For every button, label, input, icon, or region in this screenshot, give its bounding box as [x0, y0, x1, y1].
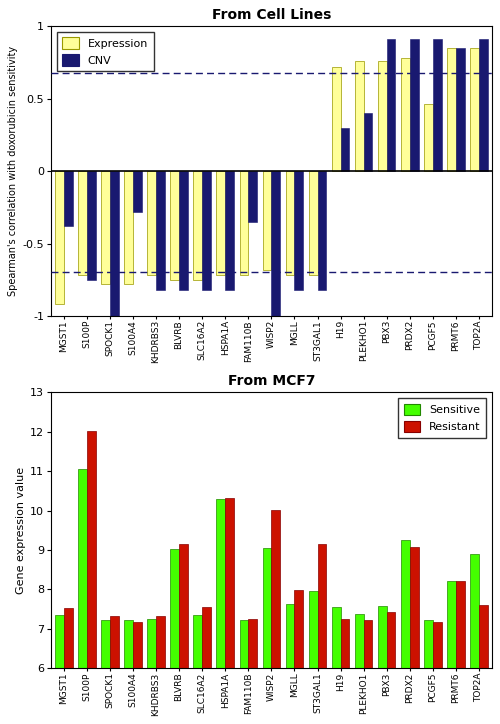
Bar	[332, 67, 340, 171]
Bar	[447, 48, 456, 171]
Bar	[55, 615, 64, 724]
Bar	[179, 544, 188, 724]
Bar	[216, 171, 225, 275]
Bar	[170, 171, 179, 279]
Title: From MCF7: From MCF7	[228, 374, 315, 389]
Bar	[470, 48, 479, 171]
Bar	[386, 613, 396, 724]
Bar	[225, 498, 234, 724]
Bar	[433, 39, 442, 171]
Bar	[240, 171, 248, 275]
Bar	[340, 619, 349, 724]
Bar	[424, 104, 433, 171]
Bar	[194, 615, 202, 724]
Bar	[378, 606, 386, 724]
Y-axis label: Spearman's correlation with doxorubicin sensitivity: Spearman's correlation with doxorubicin …	[8, 46, 18, 296]
Bar	[133, 622, 141, 724]
Bar	[456, 48, 464, 171]
Bar	[294, 171, 303, 290]
Bar	[364, 113, 372, 171]
Bar	[355, 614, 364, 724]
Bar	[447, 581, 456, 724]
Bar	[286, 171, 294, 275]
Bar	[410, 39, 418, 171]
Bar	[225, 171, 234, 290]
Bar	[101, 620, 110, 724]
Bar	[401, 58, 410, 171]
Bar	[308, 592, 318, 724]
Bar	[78, 171, 87, 275]
Bar	[262, 548, 272, 724]
Bar	[124, 620, 133, 724]
Bar	[378, 61, 386, 171]
Bar	[87, 171, 96, 279]
Bar	[470, 554, 479, 724]
Bar	[55, 171, 64, 304]
Bar	[124, 171, 133, 284]
Bar	[216, 499, 225, 724]
Bar	[170, 550, 179, 724]
Bar	[318, 171, 326, 290]
Bar	[433, 622, 442, 724]
Legend: Sensitive, Resistant: Sensitive, Resistant	[398, 398, 486, 437]
Bar	[332, 607, 340, 724]
Bar	[64, 171, 72, 226]
Bar	[179, 171, 188, 290]
Legend: Expression, CNV: Expression, CNV	[56, 32, 154, 72]
Bar	[272, 171, 280, 316]
Bar	[479, 605, 488, 724]
Bar	[156, 171, 165, 290]
Bar	[308, 171, 318, 275]
Bar	[294, 590, 303, 724]
Bar	[78, 469, 87, 724]
Bar	[401, 540, 410, 724]
Bar	[272, 510, 280, 724]
Bar	[202, 171, 211, 290]
Bar	[318, 544, 326, 724]
Bar	[194, 171, 202, 279]
Bar	[424, 620, 433, 724]
Bar	[156, 616, 165, 724]
Bar	[101, 171, 110, 284]
Bar	[133, 171, 141, 211]
Bar	[64, 608, 72, 724]
Bar	[148, 619, 156, 724]
Bar	[148, 171, 156, 275]
Bar	[286, 605, 294, 724]
Bar	[479, 39, 488, 171]
Bar	[248, 171, 257, 222]
Bar	[386, 39, 396, 171]
Bar	[456, 581, 464, 724]
Bar	[110, 616, 118, 724]
Bar	[240, 620, 248, 724]
Bar	[340, 127, 349, 171]
Bar	[410, 547, 418, 724]
Bar	[202, 607, 211, 724]
Bar	[355, 61, 364, 171]
Title: From Cell Lines: From Cell Lines	[212, 9, 331, 22]
Bar	[248, 619, 257, 724]
Bar	[87, 431, 96, 724]
Bar	[364, 620, 372, 724]
Bar	[262, 171, 272, 269]
Bar	[110, 171, 118, 316]
Y-axis label: Gene expression value: Gene expression value	[16, 467, 26, 594]
